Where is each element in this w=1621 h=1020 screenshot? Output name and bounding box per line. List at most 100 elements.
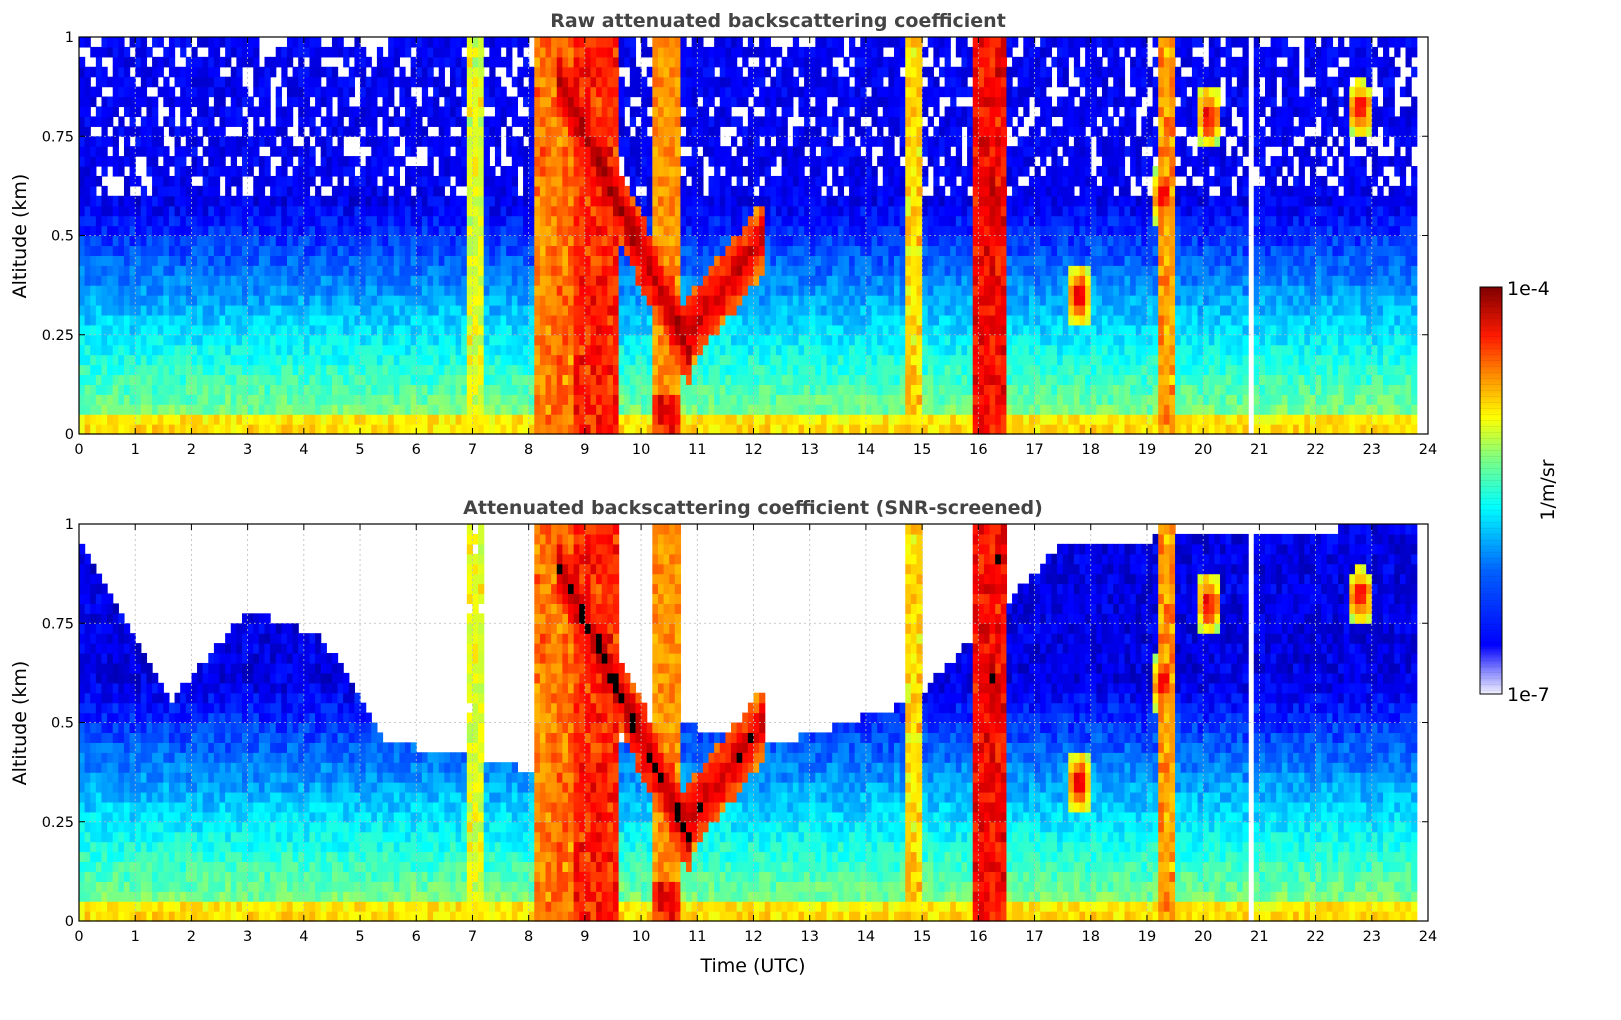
- heatmap-cell: [472, 205, 479, 217]
- heatmap-cell: [641, 146, 648, 157]
- heatmap-cell: [219, 384, 226, 395]
- heatmap-cell: [174, 344, 181, 356]
- heatmap-cell: [759, 76, 766, 88]
- heatmap-cell: [129, 255, 136, 266]
- heatmap-cell: [90, 424, 97, 435]
- heatmap-cell: [551, 275, 558, 286]
- heatmap-cell: [556, 185, 563, 197]
- heatmap-cell: [393, 156, 400, 167]
- heatmap-cell: [123, 106, 131, 117]
- heatmap-cell: [331, 66, 339, 78]
- heatmap-cell: [663, 414, 670, 425]
- heatmap-cell: [584, 146, 592, 157]
- heatmap-cell: [562, 185, 569, 197]
- heatmap-cell: [652, 265, 659, 276]
- heatmap-cell: [792, 334, 800, 346]
- heatmap-cell: [168, 374, 176, 385]
- heatmap-cell: [646, 424, 653, 435]
- heatmap-cell: [168, 255, 176, 266]
- heatmap-cell: [652, 225, 659, 237]
- heatmap-cell: [663, 37, 670, 48]
- heatmap-cell: [95, 285, 103, 296]
- heatmap-cell: [348, 175, 356, 187]
- heatmap-cell: [264, 304, 271, 316]
- heatmap-cell: [753, 374, 760, 385]
- heatmap-cell: [185, 66, 193, 78]
- heatmap-cell: [405, 106, 412, 117]
- heatmap-cell: [787, 414, 794, 425]
- heatmap-cell: [348, 225, 356, 237]
- heatmap-cell: [787, 195, 794, 207]
- heatmap-cell: [601, 424, 608, 435]
- heatmap-cell: [337, 424, 344, 435]
- heatmap-cell: [731, 384, 738, 395]
- heatmap-cell: [107, 116, 114, 127]
- heatmap-cell: [798, 106, 805, 117]
- heatmap-cell: [483, 235, 490, 247]
- heatmap-cell: [123, 215, 131, 227]
- heatmap-cell: [534, 46, 541, 58]
- heatmap-cell: [275, 285, 282, 296]
- heatmap-cell: [753, 314, 760, 326]
- heatmap-cell: [292, 424, 299, 435]
- heatmap-cell: [663, 364, 670, 376]
- heatmap-cell: [264, 175, 271, 187]
- heatmap-cell: [286, 46, 294, 58]
- heatmap-cell: [624, 255, 631, 266]
- heatmap-cell: [719, 424, 726, 435]
- heatmap-cell: [714, 304, 721, 316]
- heatmap-cell: [371, 384, 378, 395]
- heatmap-cell: [360, 66, 367, 78]
- heatmap-cell: [562, 314, 569, 326]
- heatmap-cell: [742, 324, 749, 336]
- heatmap-cell: [326, 195, 333, 207]
- heatmap-cell: [804, 374, 811, 385]
- heatmap-cell: [781, 275, 788, 286]
- heatmap-cell: [123, 314, 131, 326]
- heatmap-cell: [191, 136, 198, 147]
- heatmap-cell: [112, 56, 119, 68]
- heatmap-cell: [275, 344, 282, 356]
- heatmap-cell: [629, 106, 637, 117]
- heatmap-cell: [123, 295, 131, 306]
- heatmap-cell: [343, 245, 350, 256]
- heatmap-cell: [764, 37, 771, 48]
- heatmap-cell: [764, 215, 771, 227]
- heatmap-cell: [427, 235, 434, 247]
- heatmap-cell: [573, 86, 580, 98]
- heatmap-cell: [449, 314, 457, 326]
- heatmap-cell: [837, 414, 845, 425]
- heatmap-cell: [405, 96, 412, 108]
- heatmap-cell: [624, 205, 631, 217]
- heatmap-cell: [820, 225, 828, 237]
- heatmap-cell: [792, 255, 800, 266]
- heatmap-cell: [494, 225, 502, 237]
- heatmap-cell: [225, 304, 232, 316]
- heatmap-cell: [433, 205, 440, 217]
- heatmap-cell: [775, 195, 783, 207]
- heatmap-cell: [635, 255, 642, 266]
- heatmap-cell: [331, 166, 339, 177]
- heatmap-cell: [410, 394, 417, 405]
- heatmap-cell: [556, 295, 563, 306]
- heatmap-cell: [702, 96, 710, 108]
- heatmap-cell: [315, 225, 322, 237]
- heatmap-cell: [135, 394, 142, 405]
- heatmap-cell: [405, 394, 412, 405]
- heatmap-cell: [180, 37, 187, 48]
- heatmap-cell: [584, 56, 592, 68]
- heatmap-cell: [348, 205, 356, 217]
- heatmap-cell: [742, 46, 749, 58]
- heatmap-cell: [534, 275, 541, 286]
- heatmap-cell: [157, 136, 164, 147]
- heatmap-cell: [331, 76, 339, 88]
- heatmap-cell: [163, 265, 170, 276]
- heatmap-cell: [202, 275, 209, 286]
- heatmap-cell: [101, 364, 108, 376]
- heatmap-cell: [107, 424, 114, 435]
- heatmap-cell: [764, 96, 771, 108]
- heatmap-cell: [152, 106, 159, 117]
- heatmap-cell: [275, 324, 282, 336]
- heatmap-cell: [697, 404, 704, 415]
- heatmap-cell: [686, 255, 693, 266]
